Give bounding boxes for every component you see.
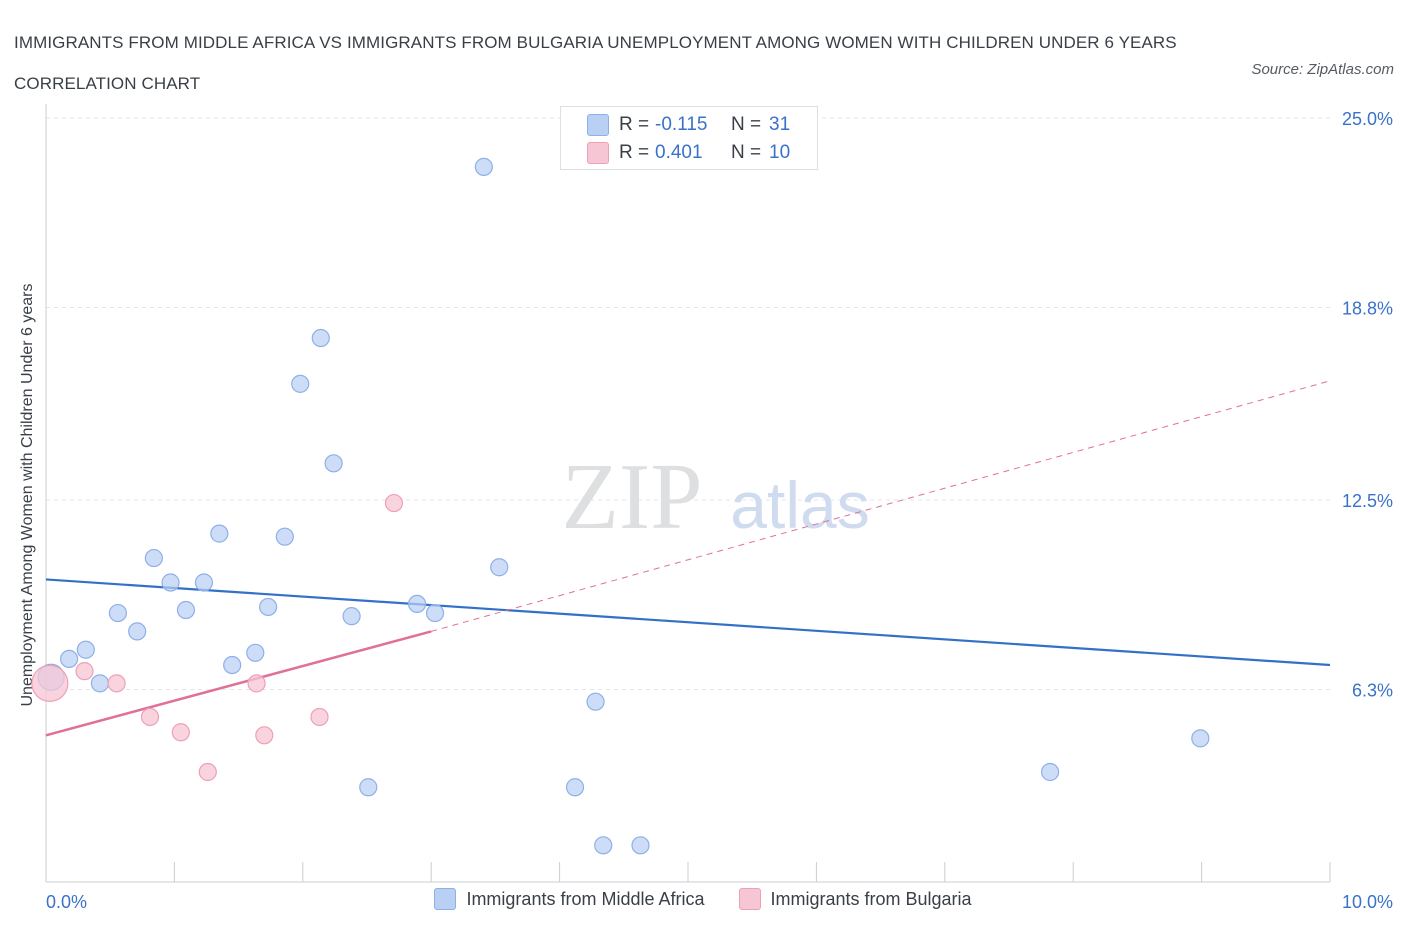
trend-line-bulgaria (45, 630, 432, 737)
data-points (31, 151, 1210, 855)
point-middle-africa (90, 674, 110, 693)
point-bulgaria (255, 726, 274, 745)
point-middle-africa (108, 603, 128, 623)
point-middle-africa (586, 692, 605, 711)
n-value: 31 (769, 114, 791, 135)
n-label: N = (731, 114, 762, 135)
point-middle-africa (407, 594, 427, 614)
point-middle-africa (76, 640, 95, 659)
point-middle-africa (594, 836, 613, 855)
point-middle-africa (474, 157, 493, 176)
point-bulgaria (384, 493, 404, 513)
point-middle-africa (359, 778, 378, 797)
point-middle-africa (128, 622, 147, 641)
r-value: -0.115 (655, 114, 708, 135)
point-middle-africa (311, 328, 330, 348)
point-middle-africa (565, 778, 585, 797)
point-middle-africa (60, 649, 79, 669)
legend-item-bulgaria: Immigrants from Bulgaria (738, 888, 972, 910)
n-value: 10 (769, 142, 791, 163)
point-middle-africa (210, 524, 229, 543)
point-middle-africa (259, 597, 278, 617)
point-middle-africa (291, 374, 310, 393)
y-tick-label: 12.5% (1342, 491, 1393, 511)
point-middle-africa (176, 600, 196, 620)
point-middle-africa (631, 836, 650, 855)
source-label: Source: ZipAtlas.com (1251, 61, 1394, 78)
point-middle-africa (1191, 729, 1210, 748)
trend-line-middle-africa (45, 578, 1331, 667)
point-bulgaria (171, 723, 190, 742)
point-bulgaria (140, 707, 160, 727)
tick-labels: 6.3% 12.5% 18.8% 25.0% 0.0% 10.0% (46, 109, 1393, 912)
watermark-zip: ZIP (562, 445, 703, 549)
point-middle-africa (1040, 762, 1060, 782)
y-tick-label: 6.3% (1352, 680, 1393, 700)
legend-swatch-middle-africa (434, 888, 457, 910)
gridlines (46, 117, 1330, 690)
point-middle-africa (144, 548, 163, 568)
watermark: ZIP atlas (562, 445, 870, 549)
point-middle-africa (490, 558, 509, 577)
point-middle-africa (425, 603, 445, 623)
point-middle-africa (246, 643, 265, 662)
y-tick-label: 25.0% (1342, 109, 1393, 129)
r-label: R = (619, 114, 650, 135)
n-label: N = (731, 142, 762, 163)
point-middle-africa (275, 527, 294, 546)
legend-label-bulgaria: Immigrants from Bulgaria (770, 888, 972, 909)
axes (45, 104, 1331, 883)
legend-label-middle-africa: Immigrants from Middle Africa (466, 888, 705, 909)
point-bulgaria (31, 664, 69, 702)
watermark-atlas: atlas (730, 468, 869, 542)
point-bulgaria (310, 707, 329, 727)
point-bulgaria (247, 674, 266, 693)
point-bulgaria (75, 662, 94, 681)
stats-row-middle-africa: R = -0.115 N = 31 (587, 111, 790, 139)
trend-lines (45, 380, 1331, 737)
r-value: 0.401 (655, 142, 703, 163)
point-bulgaria (107, 674, 126, 693)
point-middle-africa (223, 655, 242, 675)
stats-row-bulgaria: R = 0.401 N = 10 (587, 139, 790, 167)
legend-item-middle-africa: Immigrants from Middle Africa (434, 888, 705, 910)
point-bulgaria (198, 762, 217, 782)
y-tick-label: 18.8% (1342, 298, 1393, 318)
x-tick-label-min: 0.0% (46, 892, 87, 912)
point-middle-africa (194, 573, 214, 592)
point-middle-africa (161, 573, 180, 592)
middle-africa-swatch (587, 114, 609, 136)
point-middle-africa (324, 454, 343, 473)
bulgaria-swatch (587, 142, 609, 164)
r-label: R = (619, 142, 650, 163)
x-tick-label-max: 10.0% (1342, 892, 1393, 912)
legend-swatch-bulgaria (738, 888, 761, 910)
trend-line-bulgaria-extension (431, 380, 1331, 632)
chart-legend: Immigrants from Middle Africa Immigrants… (0, 888, 1406, 910)
stats-legend-box: R = -0.115 N = 31 R = 0.401 N = 10 (560, 106, 818, 170)
point-middle-africa (342, 607, 361, 626)
chart-title: IMMIGRANTS FROM MIDDLE AFRICA VS IMMIGRA… (14, 33, 1177, 93)
